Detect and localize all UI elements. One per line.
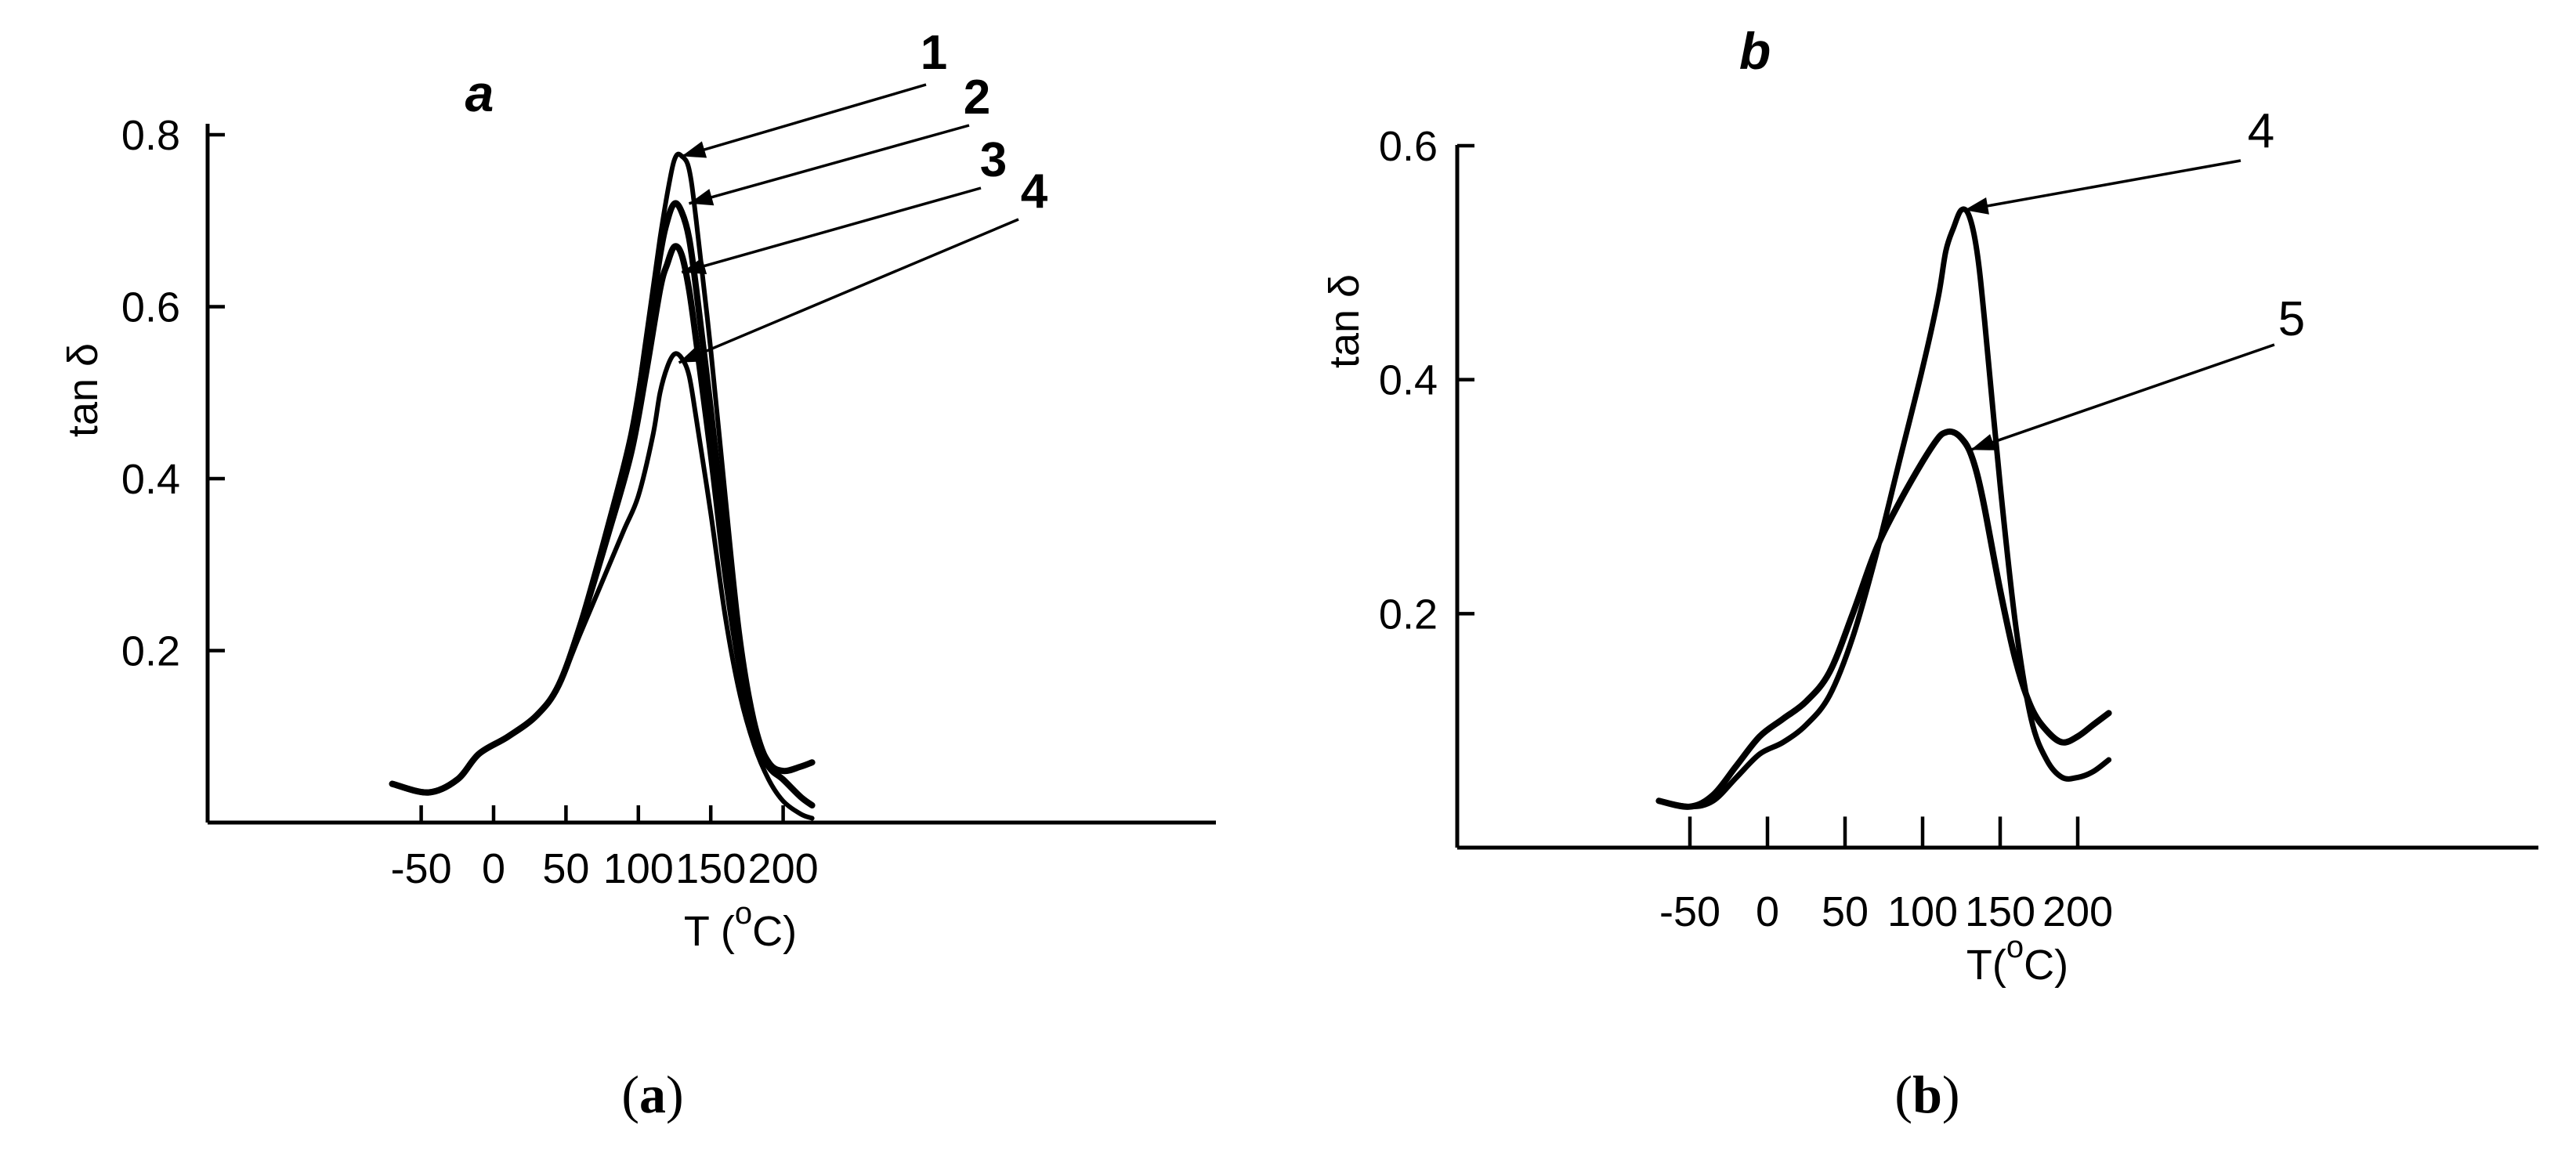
chart-a-series-2-label: 2 xyxy=(964,71,990,125)
chart-a-x-tick-label: 200 xyxy=(748,845,819,892)
chart-b-series-5-label: 5 xyxy=(2278,292,2305,346)
chart-a-callouts: 12 34 xyxy=(678,26,1048,364)
caption-a-open: ( xyxy=(621,1065,639,1124)
caption-b: (b) xyxy=(1894,1065,1959,1124)
chart-b-y-ticks: 0.2 0.4 0.6 xyxy=(1379,123,1474,638)
chart-b-series-4-line xyxy=(1655,206,2112,810)
chart-b-x-tick-label: 100 xyxy=(1887,888,1958,935)
chart-a-series-2-leader xyxy=(689,124,970,205)
chart-a-x-tick-label: 50 xyxy=(542,845,589,892)
chart-b-x-axis-title: T(oC) xyxy=(1966,930,2068,989)
chart-a-series-2-arrowhead xyxy=(689,189,715,206)
chart-a-x-ticks: -50 0 50 100 150 200 xyxy=(391,805,819,892)
chart-a-series-1-arrowhead xyxy=(682,141,707,158)
chart-a-x-tick-label: 100 xyxy=(603,845,674,892)
chart-a-series-1-label: 1 xyxy=(921,26,947,80)
chart-a-series-4-arrowhead xyxy=(678,345,704,363)
chart-b-x-tick-label: -50 xyxy=(1659,888,1720,935)
chart-a-x-tick-label: 150 xyxy=(675,845,746,892)
chart-b-x-title-prefix: T( xyxy=(1966,942,2006,989)
chart-a-panel-letter: a xyxy=(465,64,494,122)
chart-a-x-title-suffix: C) xyxy=(752,908,797,955)
chart-a-series-4-label: 4 xyxy=(1021,165,1048,219)
chart-b-series-4-label: 4 xyxy=(2248,104,2274,158)
chart-b-series-5-line xyxy=(1655,428,2112,810)
chart-b-x-tick-label: 0 xyxy=(1756,888,1779,935)
chart-b-series-4-leader xyxy=(1964,159,2241,212)
chart-a-y-tick-label: 0.2 xyxy=(121,628,180,675)
chart-b-series-5-leader xyxy=(1970,343,2275,451)
chart-a-series-3-arrowhead xyxy=(682,257,707,274)
chart-b-panel-letter: b xyxy=(1739,22,1771,80)
chart-a-series-3-label: 3 xyxy=(980,133,1007,187)
chart-a-x-axis-title: T (oC) xyxy=(684,896,797,955)
chart-b-y-axis-title: tan δ xyxy=(1321,274,1368,368)
chart-a-series-4-leader xyxy=(678,218,1019,364)
chart-panel-b: 0.20.40.6 -50 0 50 100 150 200 45 b tan δ T(o… xyxy=(1321,22,2538,989)
chart-a-x-title-degree: o xyxy=(735,896,752,931)
chart-a-x-title-prefix: T ( xyxy=(684,908,735,955)
caption-a-letter: a xyxy=(639,1065,666,1124)
caption-b-letter: b xyxy=(1912,1065,1942,1124)
chart-b-series-group xyxy=(1655,206,2112,810)
caption-b-close: ) xyxy=(1942,1065,1960,1124)
caption-b-open: ( xyxy=(1894,1065,1912,1124)
chart-b-y-tick-label: 0.4 xyxy=(1379,357,1438,404)
caption-a: (a) xyxy=(621,1065,683,1124)
chart-panel-a: 0.2 0.4 0.6 0.8 -50 0 50 100 150 200 12 34 a tan … xyxy=(60,26,1216,955)
chart-a-x-tick-label: -50 xyxy=(391,845,452,892)
chart-a-series-group xyxy=(389,151,816,821)
chart-a-y-tick-label: 0.6 xyxy=(121,284,180,331)
chart-a-y-ticks: 0.2 0.4 0.6 0.8 xyxy=(121,112,225,675)
chart-b-y-tick-label: 0.2 xyxy=(1379,591,1438,638)
chart-b-x-tick-label: 50 xyxy=(1822,888,1869,935)
chart-a-y-axis-title: tan δ xyxy=(60,343,107,437)
caption-a-close: ) xyxy=(666,1065,684,1124)
chart-a-y-tick-label: 0.4 xyxy=(121,456,180,503)
chart-b-x-tick-label: 150 xyxy=(1965,888,2035,935)
chart-b-callouts: 45 xyxy=(1964,104,2305,451)
chart-a-y-tick-label: 0.8 xyxy=(121,112,180,159)
chart-b-x-tick-label: 200 xyxy=(2042,888,2113,935)
chart-b-x-ticks: -50 0 50 100 150 200 xyxy=(1659,816,2113,935)
chart-b-y-tick-label: 0.6 xyxy=(1379,123,1438,170)
chart-a-series-4-line xyxy=(389,351,815,821)
chart-a-series-1-leader xyxy=(681,83,927,158)
chart-b-x-title-degree: o xyxy=(2006,930,2024,964)
chart-b-series-4-arrowhead xyxy=(1964,197,1989,215)
chart-a-series-3-leader xyxy=(681,186,982,274)
chart-a-x-tick-label: 0 xyxy=(482,845,505,892)
chart-b-series-5-arrowhead xyxy=(1970,434,1996,450)
chart-b-x-title-suffix: C) xyxy=(2024,942,2068,989)
